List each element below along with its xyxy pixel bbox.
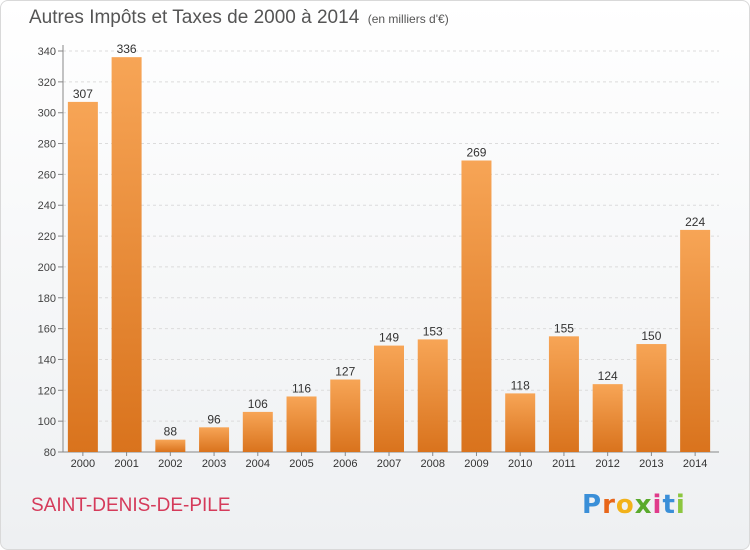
bar (505, 393, 536, 452)
bar (636, 344, 667, 452)
bar-value-label: 127 (335, 365, 355, 379)
logo-letter: i (675, 490, 686, 520)
bar-value-label: 118 (511, 378, 530, 392)
bar-value-label: 153 (423, 324, 443, 338)
city-name: SAINT-DENIS-DE-PILE (31, 495, 231, 516)
logo-letter: i (652, 490, 663, 520)
x-tick-label: 2007 (377, 458, 401, 470)
logo-letter: P (582, 490, 603, 520)
bar-value-label: 88 (164, 425, 178, 439)
bar (417, 339, 448, 452)
bar (111, 57, 142, 453)
y-tick-label: 80 (44, 447, 56, 459)
bar (461, 160, 492, 452)
bar-value-label: 149 (379, 331, 399, 345)
proxiti-logo: Proxiti (582, 490, 686, 520)
logo-letter: t (662, 490, 676, 520)
bar-value-label: 96 (207, 412, 221, 426)
y-tick-label: 200 (38, 262, 56, 274)
bar (67, 101, 98, 453)
y-tick-label: 340 (38, 46, 56, 58)
bar-value-label: 336 (117, 42, 137, 56)
x-tick-label: 2014 (683, 458, 707, 470)
x-tick-label: 2005 (289, 458, 313, 470)
bar (680, 229, 711, 452)
logo-letter: r (602, 490, 616, 520)
x-tick-label: 2013 (639, 458, 663, 470)
x-tick-label: 2003 (202, 458, 226, 470)
x-tick-label: 2000 (71, 458, 95, 470)
bar (592, 384, 623, 452)
y-tick-label: 180 (38, 293, 56, 305)
y-tick-label: 160 (38, 324, 56, 336)
bar (330, 379, 361, 452)
x-tick-label: 2006 (333, 458, 357, 470)
bar-value-label: 106 (248, 397, 268, 411)
bar-value-label: 155 (554, 321, 574, 335)
bar-value-label: 116 (292, 381, 311, 395)
y-tick-label: 260 (38, 169, 56, 181)
x-tick-label: 2001 (114, 458, 138, 470)
x-tick-label: 2002 (158, 458, 182, 470)
bar (374, 345, 404, 452)
x-tick-label: 2008 (420, 458, 444, 470)
bar (199, 427, 230, 452)
bar (242, 411, 273, 452)
chart-title-text: Autres Impôts et Taxes de 2000 à 2014 (29, 7, 360, 28)
y-tick-label: 320 (38, 77, 56, 89)
chart-title: Autres Impôts et Taxes de 2000 à 2014 (e… (29, 7, 449, 29)
y-tick-label: 240 (38, 200, 56, 212)
bar-value-label: 269 (466, 146, 486, 160)
logo-letter: o (615, 490, 635, 520)
x-tick-label: 2009 (464, 458, 488, 470)
x-tick-label: 2011 (552, 458, 576, 470)
bar (286, 396, 317, 452)
x-tick-label: 2012 (595, 458, 619, 470)
y-tick-label: 120 (38, 385, 56, 397)
bar (155, 439, 186, 452)
y-tick-label: 140 (38, 354, 56, 366)
bar-value-label: 150 (641, 329, 661, 343)
bar-value-label: 224 (685, 215, 705, 229)
y-tick-label: 280 (38, 139, 56, 151)
bar-value-label: 307 (73, 87, 93, 101)
y-tick-label: 100 (38, 416, 56, 428)
bar-value-label: 124 (598, 369, 618, 383)
bar (548, 336, 579, 452)
logo-letter: x (634, 490, 653, 520)
y-tick-label: 300 (38, 108, 56, 120)
chart-unit-label: (en milliers d'€) (367, 12, 449, 26)
x-tick-label: 2004 (246, 458, 270, 470)
x-tick-label: 2010 (508, 458, 532, 470)
y-tick-label: 220 (38, 231, 56, 243)
